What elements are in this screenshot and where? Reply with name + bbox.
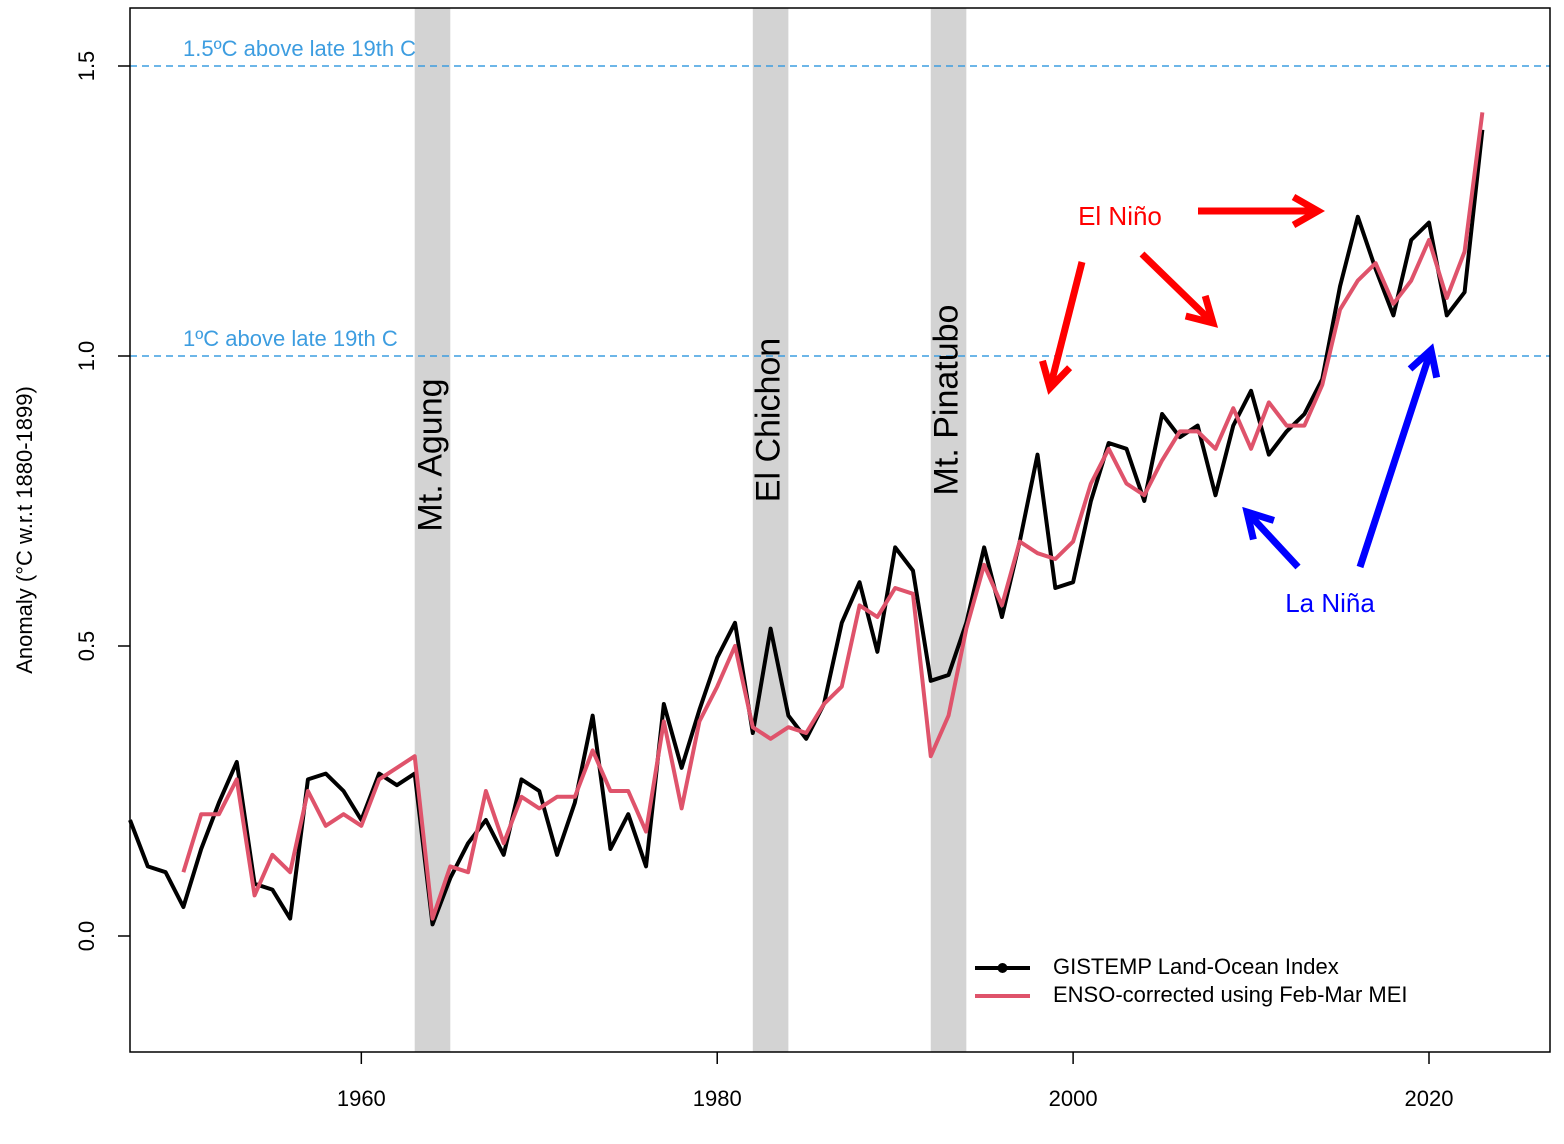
- arrow: [1039, 261, 1086, 395]
- x-tick-label: 1980: [693, 1086, 742, 1111]
- reference-label: 1ºC above late 19th C: [183, 326, 398, 351]
- y-tick-label: 0.0: [74, 921, 99, 952]
- volcano-label: Mt. Pinatubo: [928, 305, 966, 496]
- legend-label: ENSO-corrected using Feb-Mar MEI: [1053, 982, 1408, 1007]
- annotation: El Niño: [1078, 201, 1162, 231]
- y-tick-label: 1.5: [74, 51, 99, 82]
- y-tick-label: 0.5: [74, 631, 99, 662]
- legend-marker: [997, 963, 1008, 973]
- plot-frame: [129, 7, 1551, 1053]
- series-line: [128, 129, 1485, 927]
- series-line: [181, 112, 1485, 921]
- arrows: [1039, 193, 1441, 570]
- volcano-band: [752, 8, 789, 1052]
- arrow: [1139, 251, 1219, 328]
- annotation: La Niña: [1285, 588, 1375, 618]
- y-axis-label: Anomaly (°C w.r.t 1880-1899): [12, 386, 37, 674]
- arrow: [1242, 506, 1301, 570]
- reference-label: 1.5ºC above late 19th C: [183, 36, 416, 61]
- y-tick-label: 1.0: [74, 341, 99, 372]
- volcano-label: El Chichon: [750, 338, 788, 502]
- volcano-band: [930, 8, 967, 1052]
- legend-label: GISTEMP Land-Ocean Index: [1053, 954, 1339, 979]
- volcano-label: Mt. Agung: [411, 378, 449, 531]
- x-tick-label: 2000: [1049, 1086, 1098, 1111]
- x-tick-label: 2020: [1405, 1086, 1454, 1111]
- x-tick-label: 1960: [337, 1086, 386, 1111]
- arrow: [1356, 343, 1441, 569]
